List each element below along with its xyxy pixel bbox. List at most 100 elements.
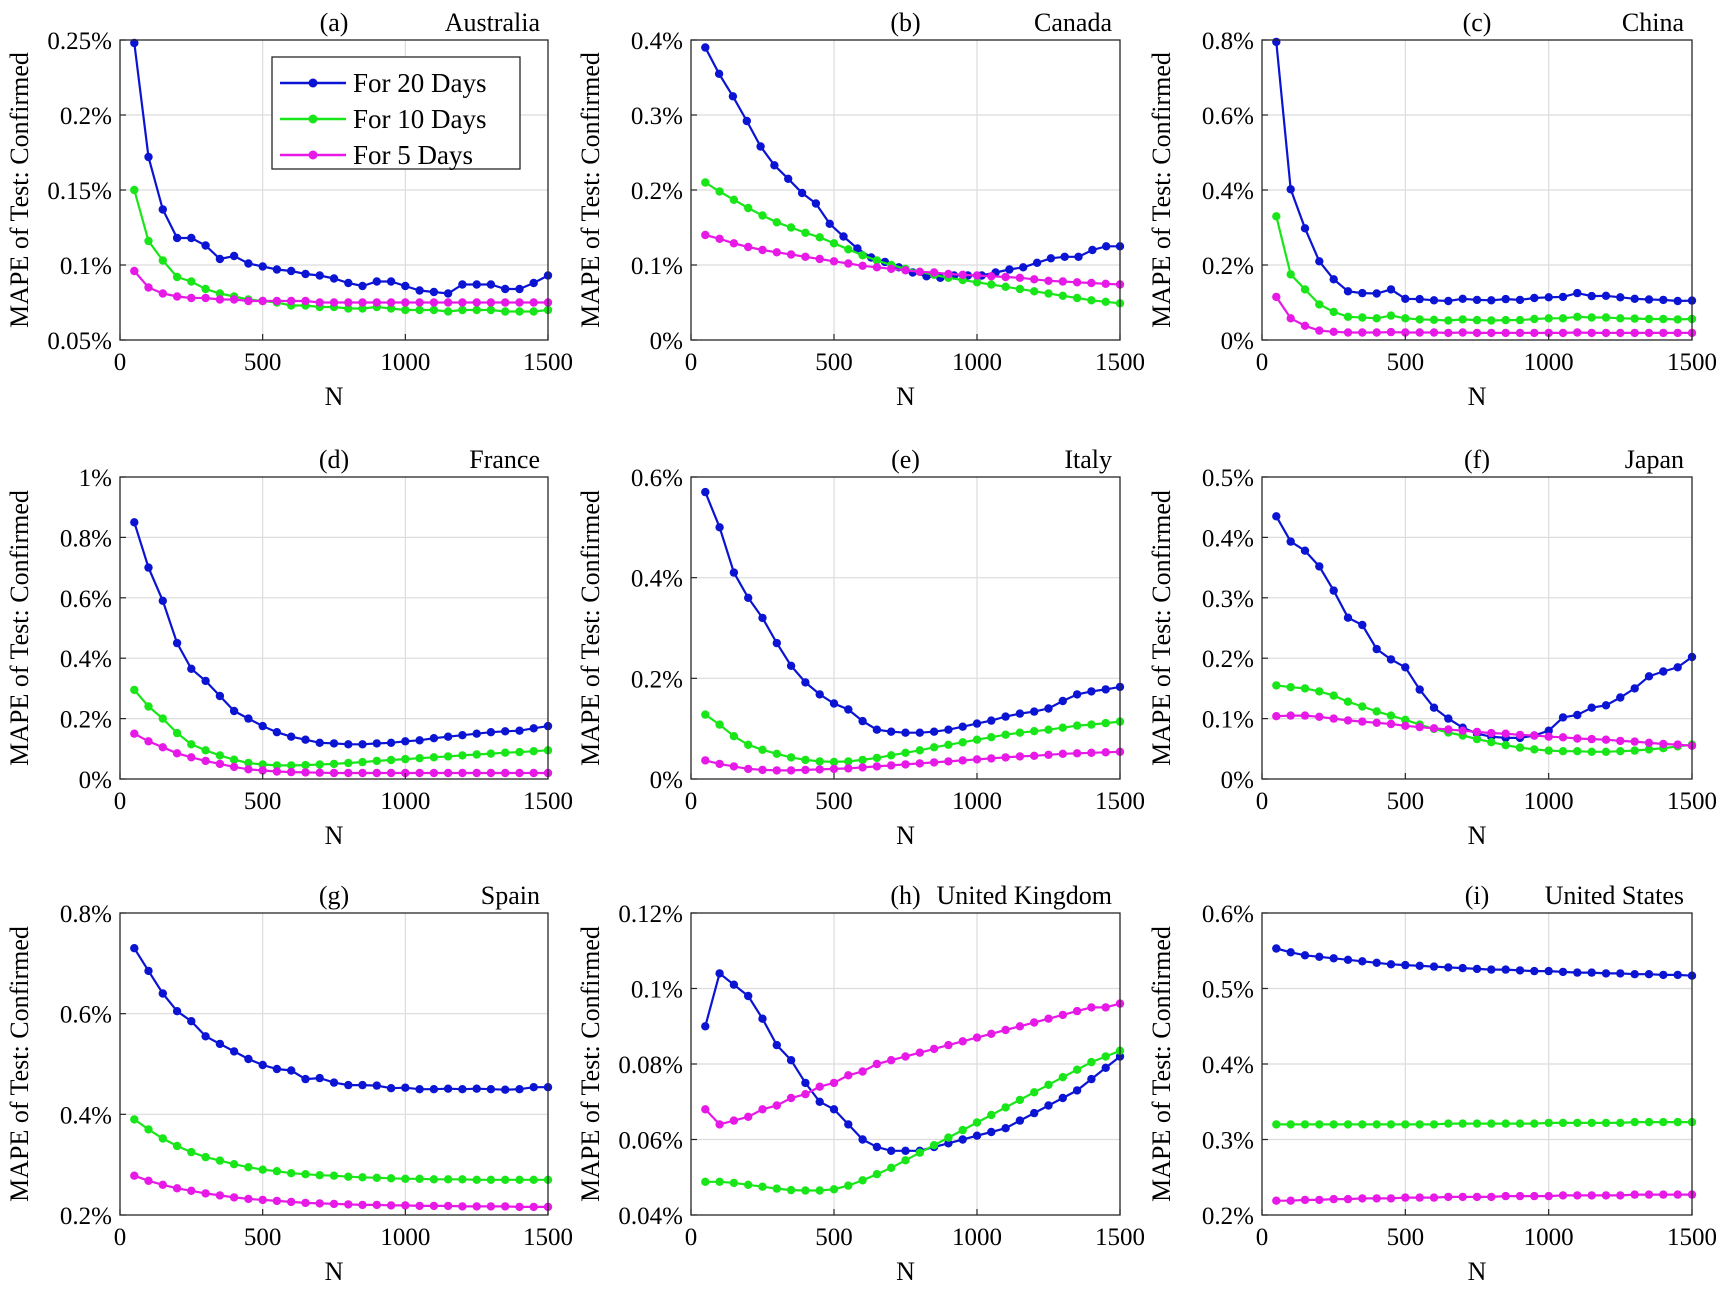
data-point: [272, 1167, 282, 1176]
data-point: [1544, 732, 1553, 741]
data-point: [1044, 289, 1053, 298]
data-point: [1401, 1120, 1410, 1129]
data-point: [386, 298, 396, 307]
data-point: [915, 1048, 924, 1057]
data-point: [1530, 1191, 1539, 1201]
data-point: [887, 727, 896, 736]
data-point: [172, 728, 182, 738]
data-point: [458, 1175, 467, 1184]
data-point: [815, 1186, 824, 1195]
data-point: [1102, 242, 1111, 251]
data-point: [1444, 316, 1453, 325]
data-point: [758, 613, 767, 623]
data-point: [443, 768, 453, 778]
data-point: [415, 1174, 424, 1184]
data-point: [529, 307, 538, 316]
data-point: [1472, 1119, 1482, 1128]
data-point: [1515, 1191, 1525, 1201]
data-point: [1415, 961, 1424, 970]
data-point: [458, 1085, 467, 1094]
data-point: [329, 1078, 339, 1087]
data-point: [1472, 727, 1482, 737]
data-point: [1058, 723, 1068, 732]
data-point: [172, 638, 182, 648]
data-point: [858, 1176, 867, 1185]
series-line-for-10-days: [1276, 1120, 1692, 1126]
data-point: [1343, 287, 1353, 296]
data-point: [529, 298, 538, 307]
data-point: [701, 43, 710, 52]
panel-8: 0 500 1000 1500 0.04% 0.06% 0.08% 0.1% 0.12% N MAP…: [576, 881, 1145, 1286]
data-point: [1501, 328, 1510, 338]
data-point: [1487, 728, 1496, 738]
x-tick-label: 1000: [380, 349, 430, 376]
data-point: [215, 1191, 225, 1200]
y-tick-label: 0.4%: [1202, 1052, 1254, 1079]
data-point: [1644, 295, 1654, 304]
data-point: [901, 748, 910, 757]
data-point: [201, 1032, 210, 1041]
data-point: [158, 1180, 167, 1190]
y-axis-label: MAPE of Test: Confirmed: [1147, 52, 1176, 328]
data-point: [1630, 970, 1639, 979]
data-point: [815, 765, 824, 774]
data-point: [1501, 1191, 1510, 1201]
data-point: [1372, 958, 1381, 967]
data-point: [1101, 748, 1110, 757]
data-point: [486, 1175, 496, 1185]
data-point: [529, 724, 538, 733]
series-line-for-20-days: [1275, 515, 1693, 740]
data-point: [172, 272, 182, 282]
data-point: [1558, 292, 1568, 302]
data-point: [1101, 297, 1110, 306]
data-point: [1358, 957, 1367, 966]
data-point: [1060, 252, 1069, 261]
y-axis-label: MAPE of Test: Confirmed: [1147, 926, 1176, 1202]
data-point: [1386, 1120, 1396, 1129]
data-point: [501, 1175, 510, 1185]
x-axis-label: N: [325, 382, 344, 411]
data-point: [715, 523, 724, 532]
data-point: [887, 1056, 896, 1065]
data-point: [1472, 295, 1482, 305]
data-point: [272, 761, 282, 770]
data-point: [358, 298, 367, 307]
data-point: [1343, 955, 1353, 964]
data-point: [144, 702, 153, 711]
data-point: [972, 735, 982, 744]
data-point: [1001, 1025, 1010, 1035]
data-point: [987, 754, 996, 763]
legend-box: [271, 56, 521, 170]
data-point: [944, 269, 953, 279]
series-line-for-20-days: [1276, 947, 1693, 977]
panel-letter: (g): [319, 881, 349, 910]
data-point: [1300, 711, 1310, 720]
legend-swatch-marker: [308, 114, 318, 124]
y-tick-label: 0%: [1221, 328, 1254, 355]
data-point: [972, 755, 982, 764]
data-point: [701, 178, 710, 187]
data-point: [1343, 1194, 1353, 1204]
y-tick-label: 0.4%: [60, 646, 112, 673]
data-point: [1005, 265, 1014, 274]
data-point: [229, 762, 239, 772]
data-point: [784, 174, 793, 183]
series-line-for-10-days: [704, 181, 1121, 305]
data-point: [215, 254, 225, 264]
data-point: [742, 116, 751, 126]
data-point: [372, 298, 381, 307]
data-point: [215, 295, 225, 304]
data-point: [1415, 1120, 1424, 1129]
data-point: [172, 233, 182, 243]
data-point: [172, 1184, 182, 1193]
x-tick-label: 1000: [380, 1224, 430, 1251]
data-point: [358, 304, 367, 313]
data-point: [1030, 1088, 1039, 1097]
series-line-for-20-days: [704, 46, 1120, 279]
data-point: [958, 1125, 967, 1135]
y-axis-label: MAPE of Test: Confirmed: [576, 490, 605, 766]
data-point: [258, 296, 267, 306]
y-tick-label: 0.4%: [60, 1102, 112, 1129]
data-point: [829, 764, 839, 774]
data-point: [472, 280, 481, 289]
